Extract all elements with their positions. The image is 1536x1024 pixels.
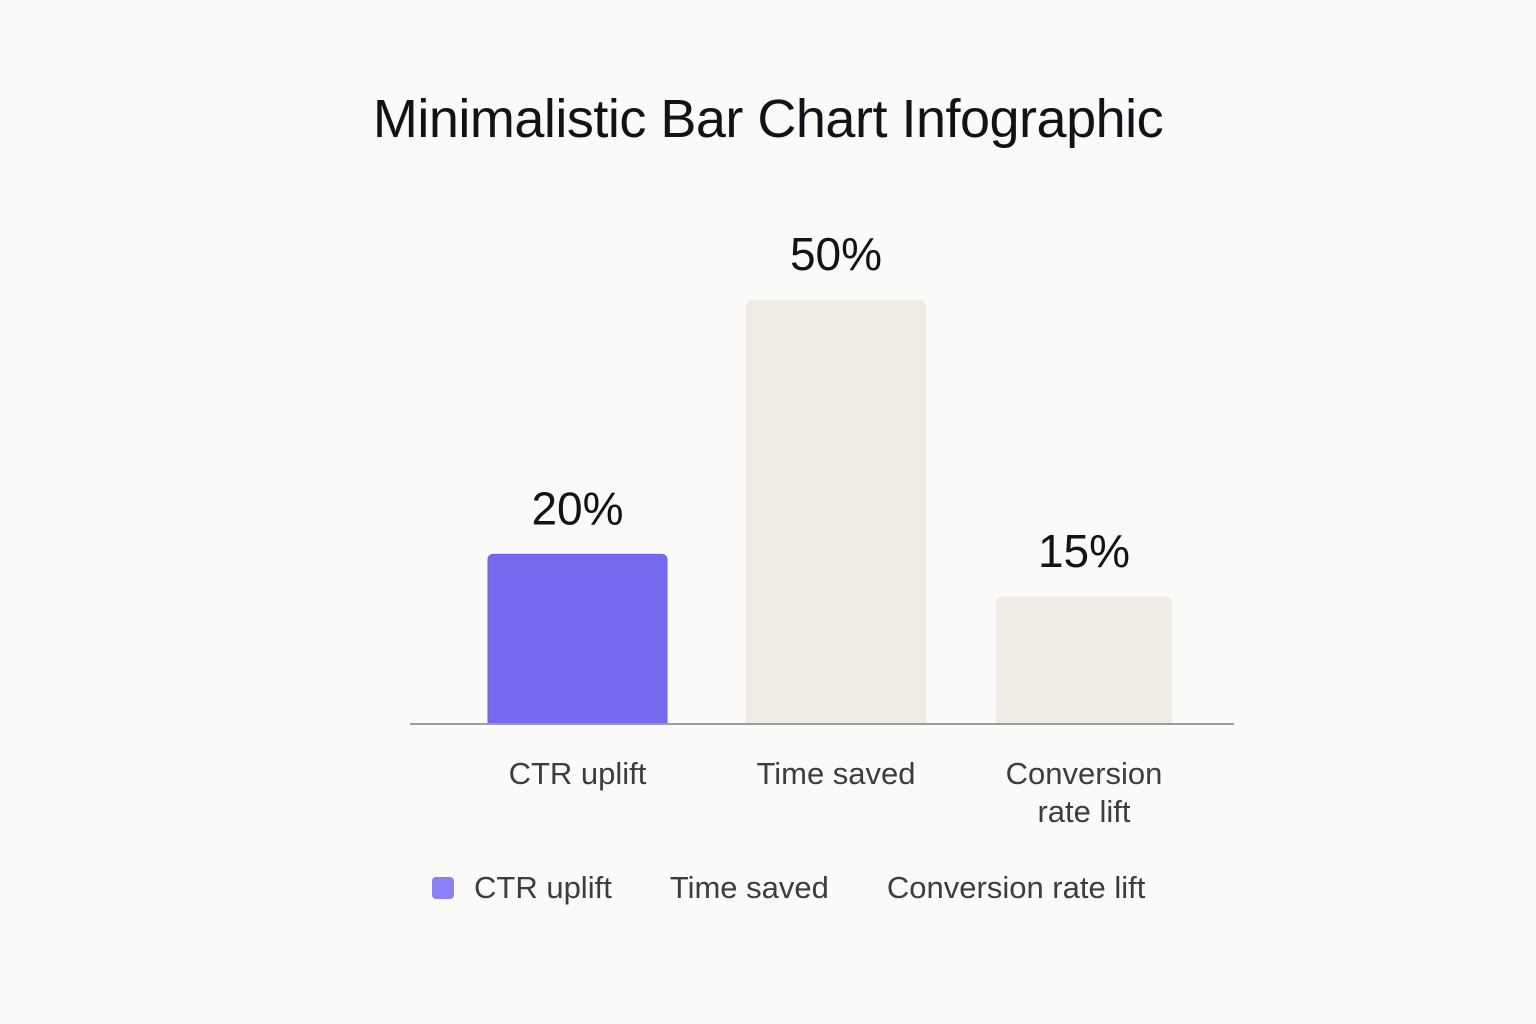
legend-item-conversion-rate-lift: Conversion rate lift xyxy=(887,870,1145,906)
category-label-time-saved: Time saved xyxy=(756,756,915,791)
bar-conversion-rate-lift xyxy=(996,596,1172,724)
chart-title: Minimalistic Bar Chart Infographic xyxy=(372,89,1164,149)
legend-label: CTR uplift xyxy=(474,870,612,905)
legend-label: Conversion rate lift xyxy=(886,870,1146,905)
bar-ctr-uplift xyxy=(487,553,668,725)
legend-swatch xyxy=(432,877,454,899)
legend: CTR uplift Time saved Conversion rate li… xyxy=(432,866,1145,910)
category-label-conversion-rate-lift: rate lift xyxy=(1037,794,1130,829)
value-label-ctr-uplift: 20% xyxy=(531,482,623,534)
value-label-time-saved: 50% xyxy=(790,228,882,280)
category-label-conversion-rate-lift: Conversion xyxy=(1006,756,1163,791)
category-label-ctr-uplift: CTR uplift xyxy=(509,756,647,791)
legend-item-ctr-uplift: CTR uplift xyxy=(432,870,612,906)
value-label-conversion-rate-lift: 15% xyxy=(1038,525,1130,577)
labels-layer: 20% CTR uplift 50% Time saved 15% Conversionr… xyxy=(509,228,1163,829)
legend-label: Time saved xyxy=(669,870,829,905)
bars-layer xyxy=(487,300,1172,725)
bar-time-saved xyxy=(746,300,926,724)
legend-item-time-saved: Time saved xyxy=(670,870,829,906)
